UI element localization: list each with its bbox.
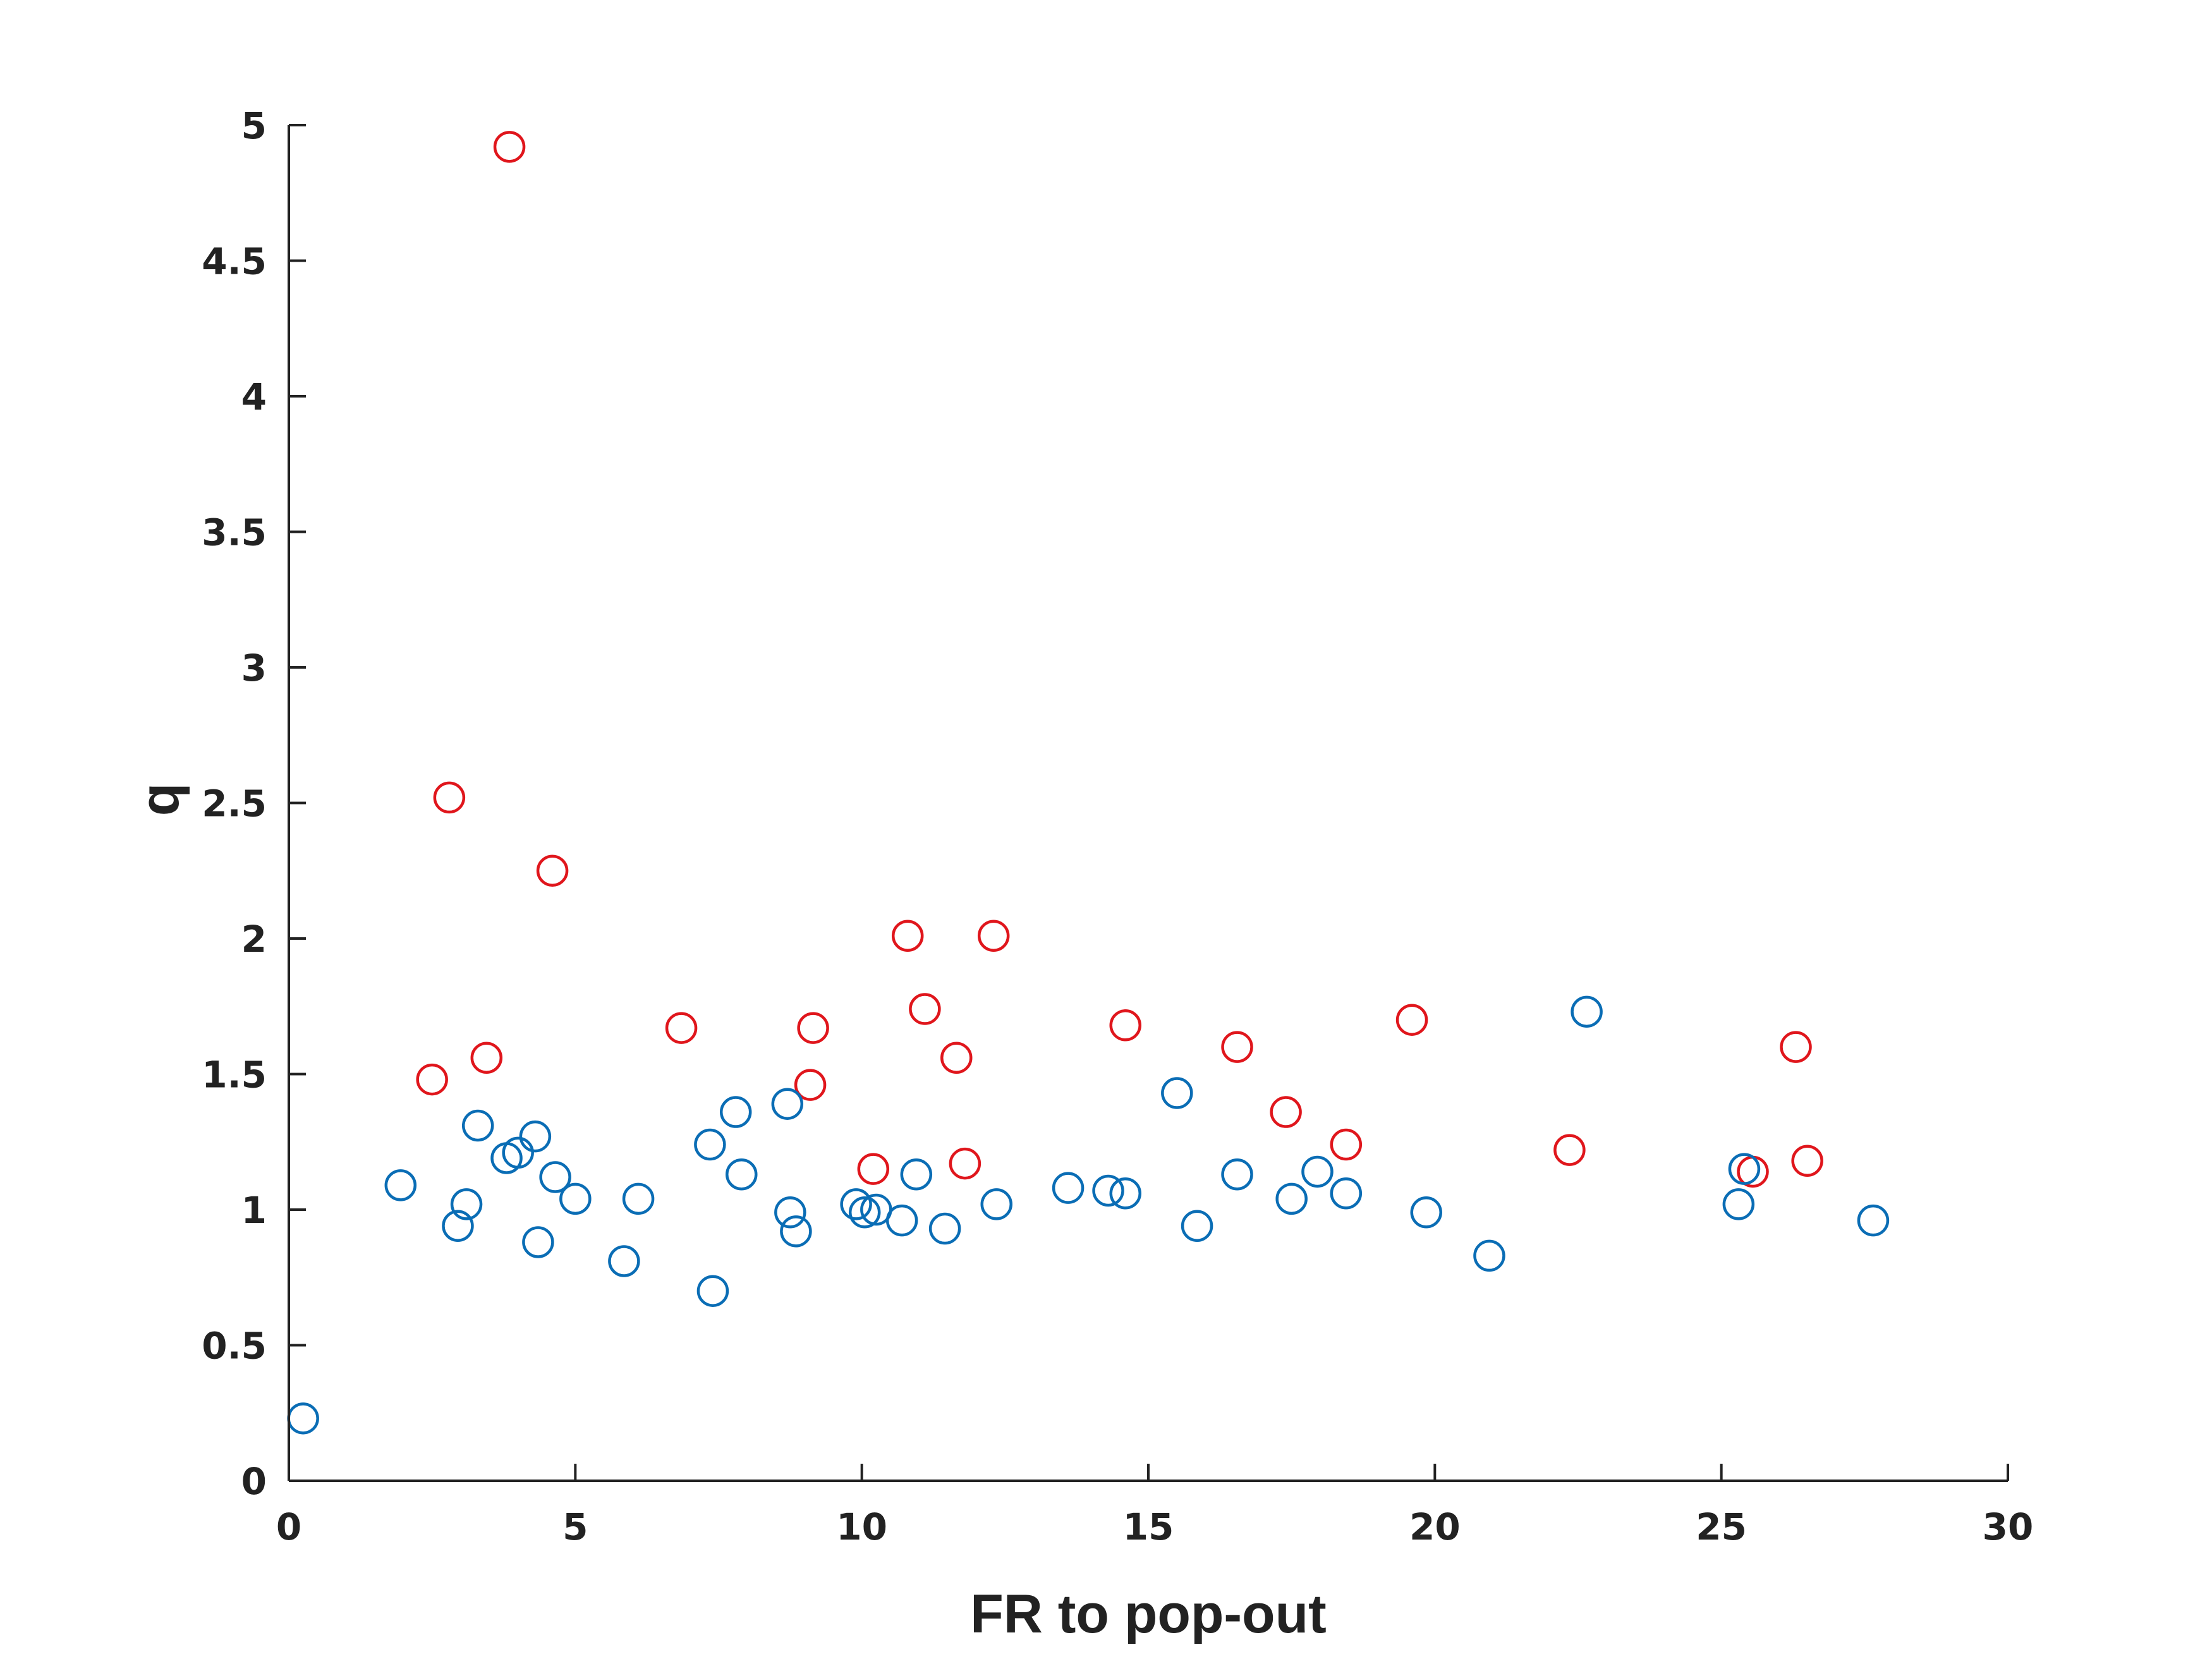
y-tick-label: 2 [241,918,267,961]
red-data-point [949,1147,981,1180]
blue-data-point [1301,1155,1334,1188]
x-tick-label: 25 [1696,1505,1747,1548]
blue-data-point [539,1161,571,1193]
y-tick-label: 3.5 [202,511,267,554]
blue-data-point [522,1226,554,1258]
red-data-point [1109,1009,1141,1042]
y-tick-label: 4 [241,375,267,418]
red-data-point [797,1012,829,1044]
blue-data-point [384,1169,417,1201]
blue-data-point [461,1109,494,1142]
x-tick-label: 15 [1123,1505,1174,1548]
blue-data-point [1473,1239,1505,1272]
red-data-point [1330,1128,1363,1161]
blue-data-point [719,1096,752,1128]
y-tick-label: 5 [241,104,267,147]
blue-data-point [1857,1204,1890,1237]
blue-data-point [694,1128,726,1161]
blue-data-point [622,1182,655,1215]
red-data-point [470,1042,503,1074]
blue-data-point [1410,1196,1442,1229]
y-tick-label: 4.5 [202,240,267,283]
x-tick-label: 10 [836,1505,887,1548]
blue-data-point [780,1215,812,1248]
blue-data-point [980,1188,1012,1220]
x-tick-label: 0 [276,1505,301,1548]
blue-data-point [771,1088,804,1120]
x-tick-label: 30 [1983,1505,2034,1548]
y-tick-label: 0 [241,1460,267,1503]
x-tick-label: 20 [1409,1505,1461,1548]
y-tick-label: 1.5 [202,1054,267,1097]
red-data-point [416,1063,448,1096]
blue-data-point [1161,1077,1193,1109]
red-data-point [1270,1096,1302,1128]
red-data-point [536,854,569,887]
blue-data-point [900,1158,933,1191]
red-data-point [794,1069,827,1101]
red-data-point [1395,1004,1428,1036]
red-data-point [493,131,526,163]
x-axis-title: FR to pop-out [970,1584,1327,1644]
blue-data-point [450,1188,483,1220]
blue-data-point [1052,1172,1085,1204]
y-tick-label: 1 [241,1189,267,1232]
red-data-point [1791,1145,1823,1177]
blue-data-point [1181,1210,1213,1242]
red-data-point [1780,1031,1812,1063]
blue-data-point [519,1120,552,1153]
red-data-point [977,920,1010,952]
blue-data-point [1571,995,1603,1028]
y-tick-label: 0.5 [202,1325,267,1368]
blue-data-point [885,1204,918,1237]
blue-data-point [608,1245,640,1277]
red-data-point [857,1153,890,1185]
y-axis-title: q [130,783,190,817]
blue-data-point [840,1188,872,1220]
blue-data-point [1330,1177,1363,1210]
blue-data-point [726,1158,758,1191]
blue-data-point [696,1275,729,1307]
red-data-point [940,1042,973,1074]
blue-data-point [928,1212,961,1245]
red-data-point [891,920,924,952]
blue-data-point [1092,1174,1124,1207]
blue-data-point [559,1182,592,1215]
y-tick-label: 3 [241,647,267,690]
blue-data-point [287,1402,319,1435]
blue-data-point [848,1196,881,1229]
axes-layer: 0 5 10 15 20 25 30 0 0.5 1 1.5 2 2.5 3 3.5 4 4.5 5 [202,104,2033,1548]
red-data-point [665,1012,698,1044]
blue-data-point [442,1210,474,1242]
blue-data-point [502,1136,534,1169]
blue-data-point [1275,1182,1308,1215]
blue-data-point [774,1196,806,1229]
y-tick-label: 2.5 [202,782,267,825]
red-data-point [909,993,941,1025]
red-data-point [1553,1134,1586,1166]
points-layer [287,131,1890,1435]
blue-data-point [1722,1188,1755,1220]
blue-data-point [1728,1153,1761,1185]
x-tick-label: 5 [562,1505,588,1548]
blue-data-point [1109,1177,1141,1210]
red-data-point [433,781,466,814]
blue-data-point [1221,1158,1253,1191]
red-data-point [1221,1031,1253,1063]
